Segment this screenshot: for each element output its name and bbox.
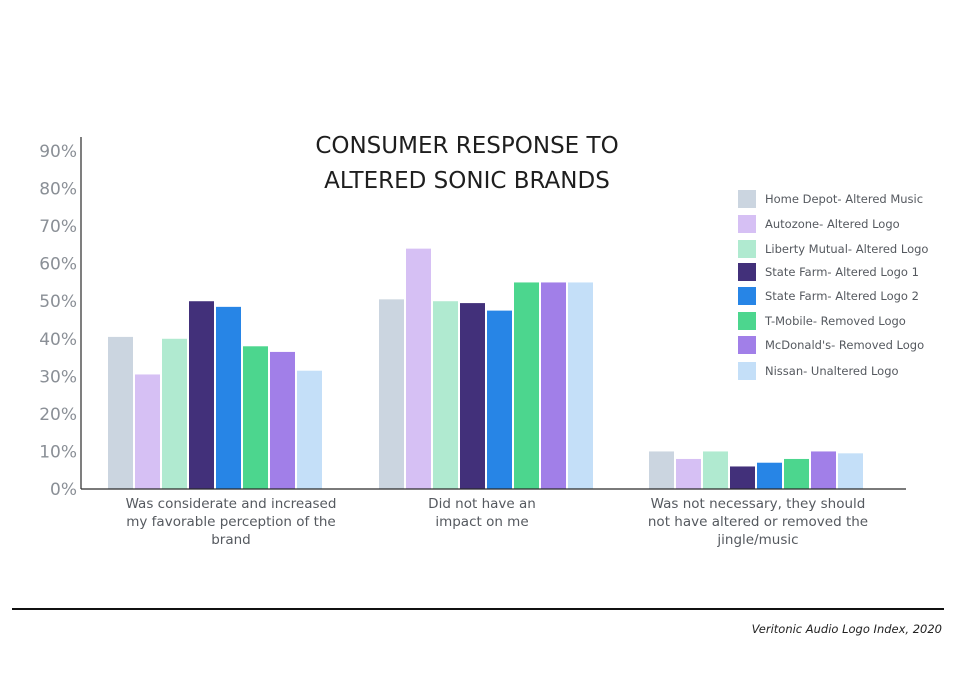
bar xyxy=(460,303,485,489)
legend-label: T-Mobile- Removed Logo xyxy=(764,314,906,328)
category-label: impact on me xyxy=(435,514,528,530)
y-axis-ticks: 0% 10% 20% 30% 40% 50% 60% 70% 80% 90% xyxy=(39,142,77,500)
bar xyxy=(270,351,295,489)
y-tick-label: 50% xyxy=(39,292,77,312)
legend-label: Home Depot- Altered Music xyxy=(765,192,923,206)
chart-title-line: CONSUMER RESPONSE TO xyxy=(315,133,618,159)
y-tick-label: 20% xyxy=(39,405,77,425)
legend-label: McDonald's- Removed Logo xyxy=(765,338,924,352)
bar xyxy=(433,301,458,489)
y-tick-label: 80% xyxy=(39,180,77,200)
source-note: Veritonic Audio Logo Index, 2020 xyxy=(751,622,942,636)
y-tick-label: 40% xyxy=(39,330,77,350)
legend-swatch xyxy=(738,240,756,258)
y-tick-label: 90% xyxy=(39,142,77,162)
chart-title-line: ALTERED SONIC BRANDS xyxy=(324,168,610,194)
bar xyxy=(108,336,133,489)
y-tick-label: 60% xyxy=(39,255,77,275)
legend-label: Nissan- Unaltered Logo xyxy=(765,364,899,378)
bar xyxy=(568,282,593,489)
bar xyxy=(514,282,539,489)
bar xyxy=(730,466,755,489)
bar xyxy=(189,301,214,489)
bar xyxy=(216,306,241,489)
y-tick-label: 10% xyxy=(39,442,77,462)
legend-swatch xyxy=(738,263,756,281)
category-label: my favorable perception of the xyxy=(126,514,335,530)
y-tick-label: 0% xyxy=(50,480,77,500)
bar xyxy=(811,451,836,489)
y-tick-label: 30% xyxy=(39,367,77,387)
category-label: Did not have an xyxy=(428,496,536,512)
legend-swatch xyxy=(738,215,756,233)
bar xyxy=(757,462,782,489)
chart-title: CONSUMER RESPONSE TO ALTERED SONIC BRANDS xyxy=(315,133,618,194)
category-label: Was considerate and increased xyxy=(126,496,337,512)
bar xyxy=(676,458,701,489)
bar xyxy=(297,370,322,489)
legend-label: Autozone- Altered Logo xyxy=(765,217,900,231)
legend-swatch xyxy=(738,312,756,330)
bar xyxy=(243,346,268,489)
bar xyxy=(838,453,863,489)
legend: Home Depot- Altered Music Autozone- Alter… xyxy=(738,190,928,380)
bar xyxy=(406,248,431,489)
category-label: jingle/music xyxy=(716,532,798,548)
legend-swatch xyxy=(738,190,756,208)
category-label: brand xyxy=(211,532,251,548)
bar xyxy=(649,451,674,489)
axes xyxy=(80,137,906,490)
bar xyxy=(487,310,512,489)
legend-label: State Farm- Altered Logo 2 xyxy=(765,289,919,303)
legend-swatch xyxy=(738,362,756,380)
y-tick-label: 70% xyxy=(39,217,77,237)
bars xyxy=(108,248,863,489)
bar xyxy=(135,374,160,489)
legend-swatch xyxy=(738,287,756,305)
bar xyxy=(784,458,809,489)
legend-swatch xyxy=(738,336,756,354)
bar xyxy=(162,338,187,489)
legend-label: Liberty Mutual- Altered Logo xyxy=(765,242,928,256)
bar xyxy=(541,282,566,489)
legend-label: State Farm- Altered Logo 1 xyxy=(765,265,919,279)
category-labels: Was considerate and increased my favorabl… xyxy=(126,496,869,548)
bar xyxy=(379,299,404,489)
footer-rule xyxy=(12,608,944,610)
category-label: not have altered or removed the xyxy=(648,514,868,530)
bar xyxy=(703,451,728,489)
category-label: Was not necessary, they should xyxy=(651,496,866,512)
